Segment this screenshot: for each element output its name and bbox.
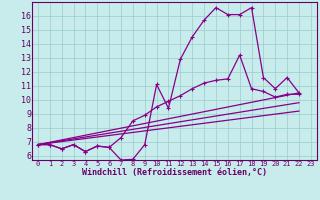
X-axis label: Windchill (Refroidissement éolien,°C): Windchill (Refroidissement éolien,°C) <box>82 168 267 177</box>
